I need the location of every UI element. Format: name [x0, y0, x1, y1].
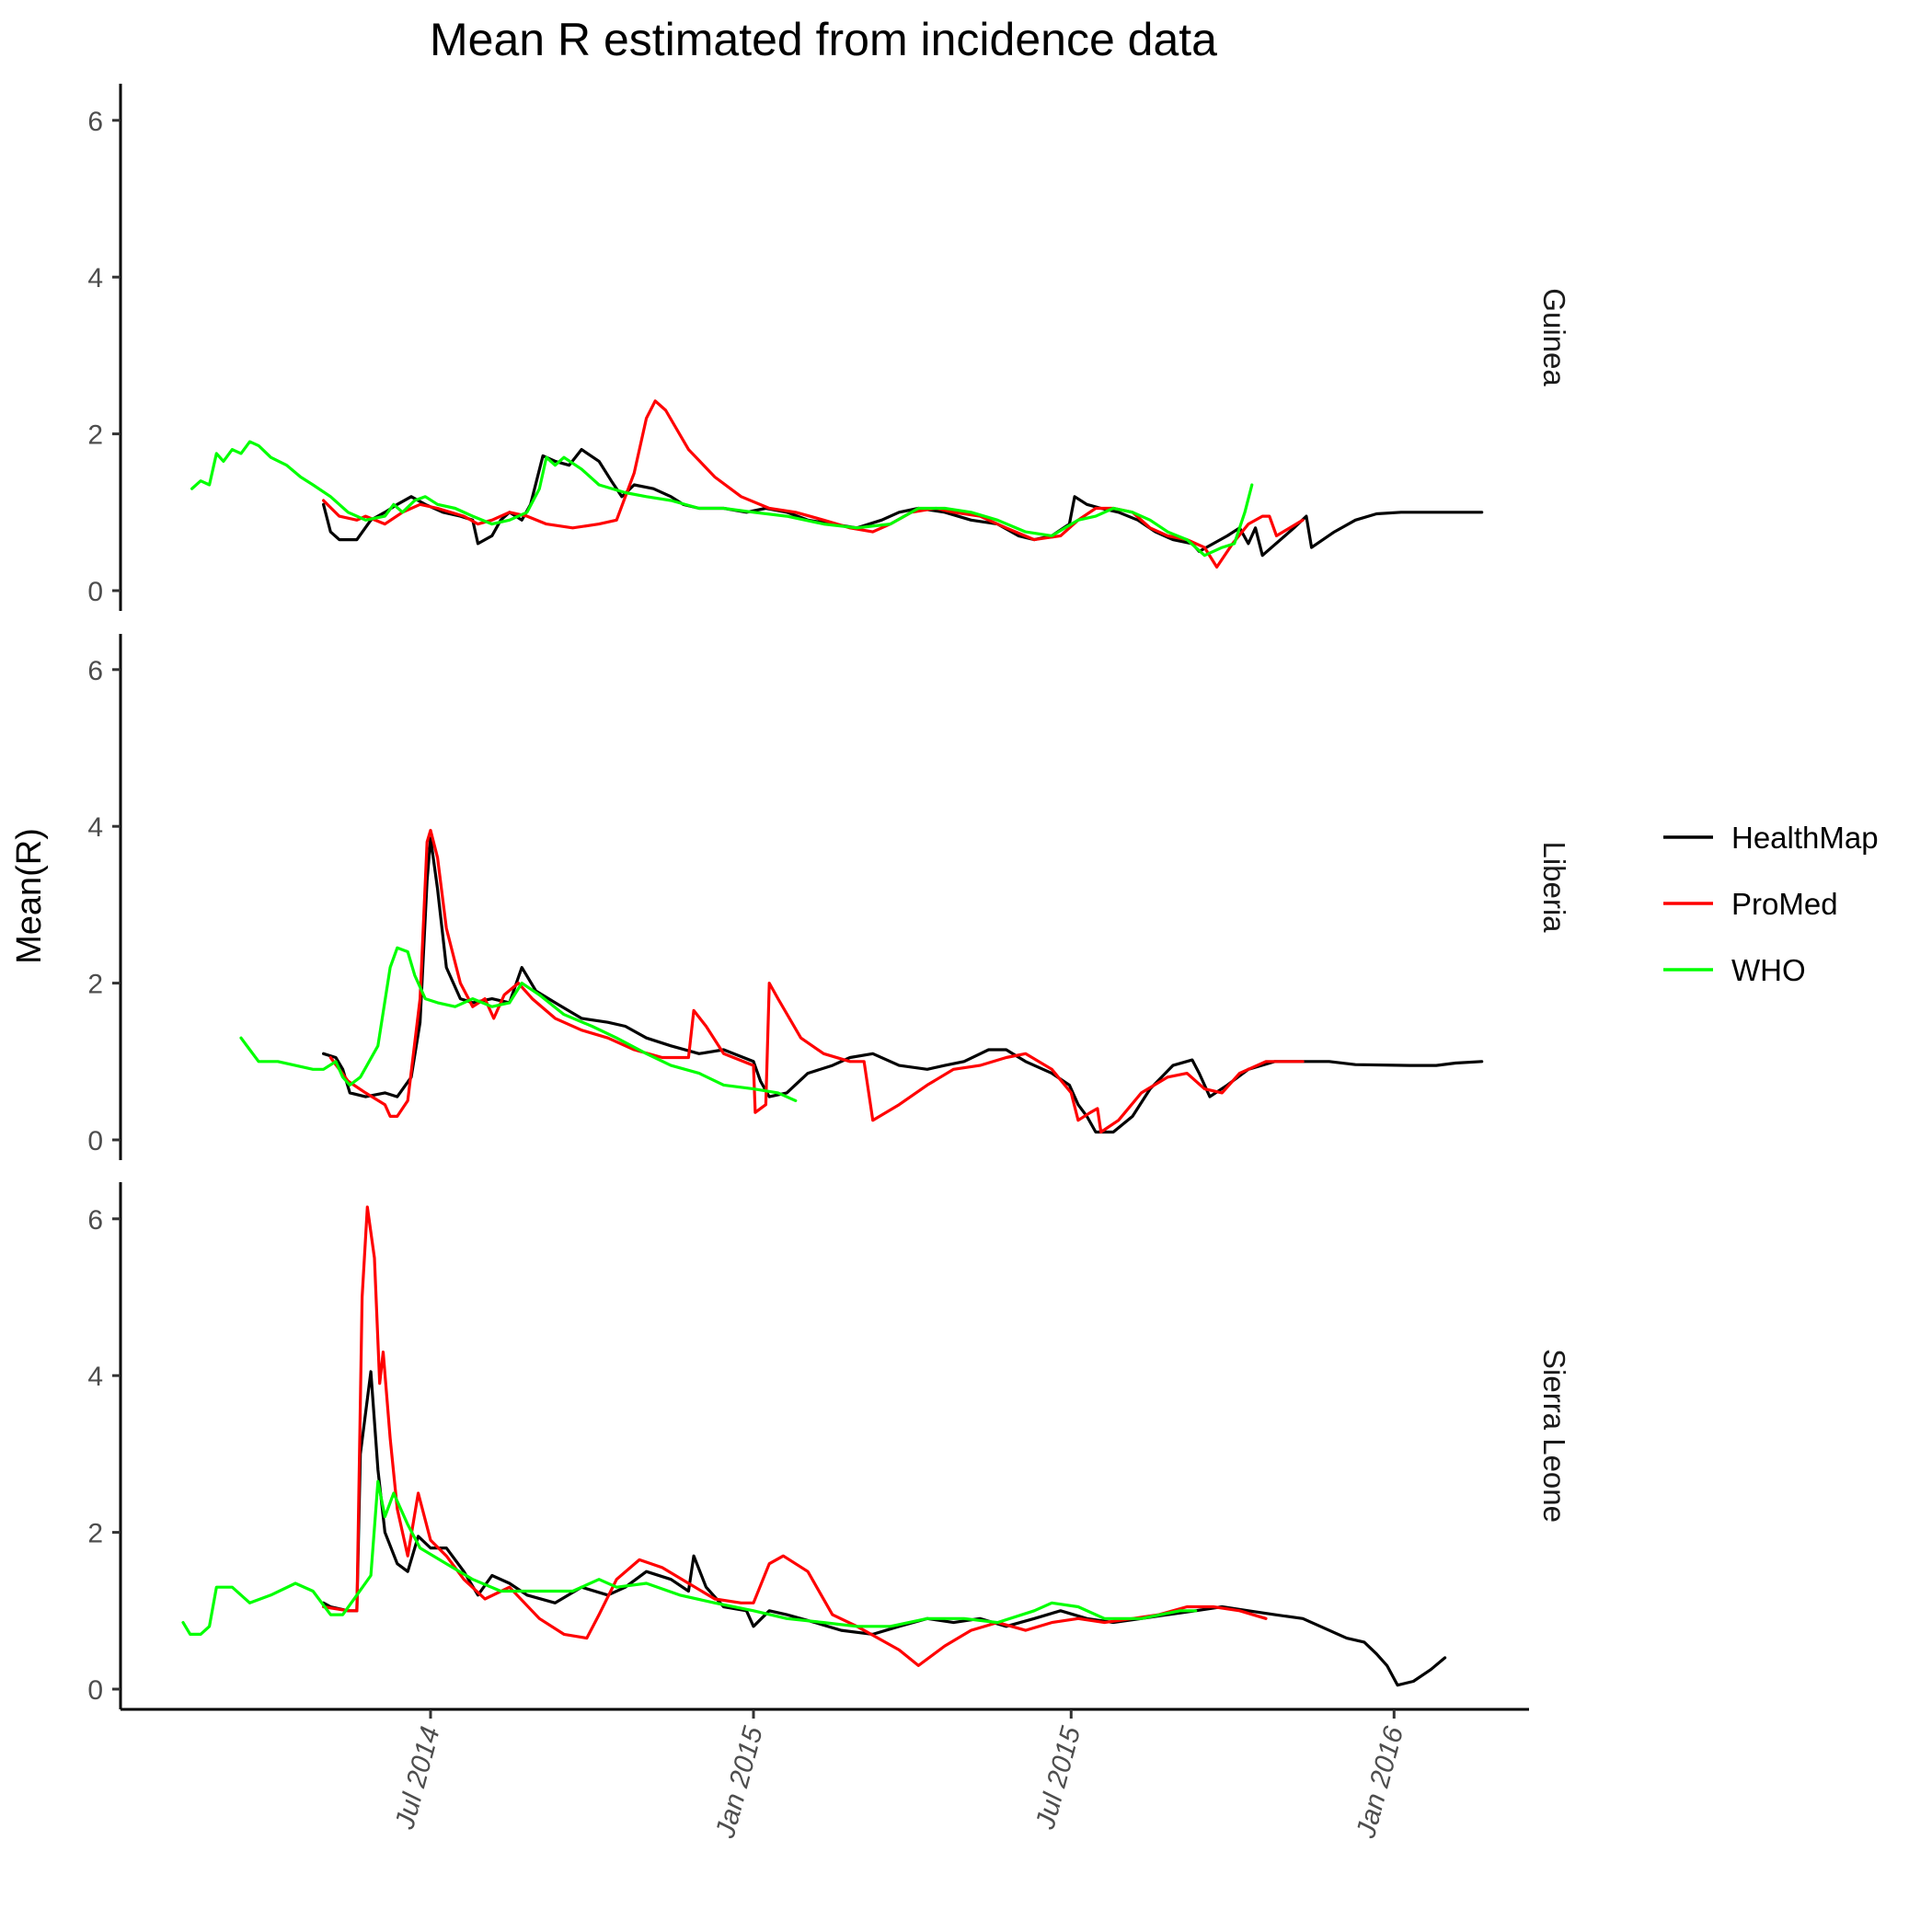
x-tick-label: Jul 2014 [389, 1723, 445, 1833]
series-line-who [190, 440, 1254, 558]
legend-label: HealthMap [1731, 821, 1879, 855]
y-tick-label: 2 [87, 1519, 103, 1549]
series-line-promed [322, 1205, 1268, 1668]
panel-liberia: 0 2 4 6 Liberia [87, 634, 1571, 1160]
y-tick-label: 4 [87, 263, 103, 293]
legend-item-who: WHO [1663, 953, 1806, 987]
panels: 0 2 4 6 Guinea 0 2 4 6 Liberia 0 2 4 6 Sierra Leone [87, 84, 1571, 1709]
y-tick-label: 2 [87, 970, 103, 1000]
series-line-healthmap [322, 1370, 1447, 1687]
series-line-healthmap [322, 836, 1484, 1134]
y-tick-label: 0 [87, 1675, 103, 1706]
series-line-promed [322, 399, 1305, 569]
x-axis: Jul 2014 Jan 2015 Jul 2015 Jan 2016 [121, 1708, 1529, 1842]
legend: HealthMap ProMed WHO [1663, 821, 1879, 987]
series-line-healthmap [322, 448, 1484, 558]
panel-sierra-leone: 0 2 4 6 Sierra Leone [87, 1182, 1571, 1709]
y-tick-label: 6 [87, 107, 103, 137]
series-line-who [239, 946, 798, 1103]
x-tick-label: Jan 2015 [710, 1723, 769, 1842]
y-tick-label: 6 [87, 656, 103, 686]
panel-guinea: 0 2 4 6 Guinea [87, 84, 1571, 611]
panel-label: Liberia [1537, 841, 1571, 933]
y-tick-label: 6 [87, 1205, 103, 1236]
x-tick-label: Jan 2016 [1351, 1723, 1409, 1842]
series-line-who [181, 1479, 1198, 1637]
y-axis-title: Mean(R) [10, 828, 49, 964]
legend-item-healthmap: HealthMap [1663, 821, 1879, 855]
y-tick-label: 4 [87, 1362, 103, 1392]
chart-title: Mean R estimated from incidence data [430, 14, 1217, 65]
x-tick-label: Jul 2015 [1030, 1723, 1087, 1833]
legend-item-promed: ProMed [1663, 887, 1838, 921]
series-line-promed [328, 828, 1305, 1134]
panel-label: Guinea [1537, 288, 1571, 386]
y-tick-label: 0 [87, 1126, 103, 1156]
legend-label: WHO [1731, 953, 1806, 987]
y-tick-label: 4 [87, 812, 103, 843]
y-tick-label: 2 [87, 420, 103, 451]
y-tick-label: 0 [87, 577, 103, 607]
legend-label: ProMed [1731, 887, 1838, 921]
panel-label: Sierra Leone [1537, 1349, 1571, 1523]
